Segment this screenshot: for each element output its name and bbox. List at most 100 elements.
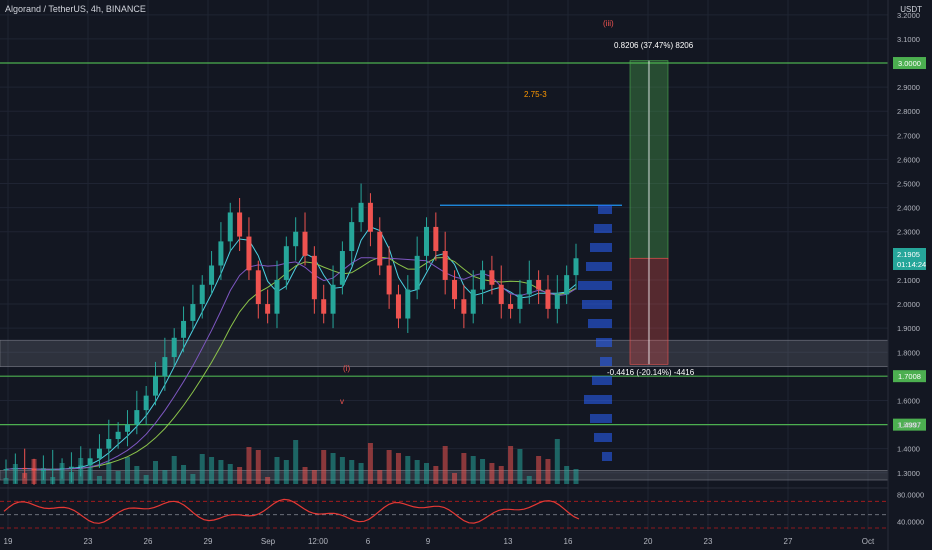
price-tick-label: 1.5000 <box>897 421 920 430</box>
price-tick-label: 3.1000 <box>897 35 920 44</box>
time-tick-label: 9 <box>426 537 431 546</box>
volume-bar <box>517 449 523 484</box>
volume-bar <box>545 459 551 484</box>
candle-body <box>405 289 411 319</box>
volume-bar <box>358 463 364 484</box>
candle-body <box>517 294 523 309</box>
price-tick-label: 1.8000 <box>897 348 920 357</box>
candle-body <box>395 294 401 319</box>
target-measure-label: 0.8206 (37.47%) 8206 <box>614 41 694 50</box>
volume-bar <box>237 467 243 484</box>
volume-bar <box>96 476 102 484</box>
candle-body <box>311 255 317 300</box>
price-tick-label: 2.8000 <box>897 107 920 116</box>
volume-bar <box>209 457 215 484</box>
volume-bar <box>536 456 542 484</box>
candle-body <box>134 410 140 425</box>
candle-body <box>423 226 429 256</box>
candle-body <box>96 448 102 459</box>
profile-bar <box>594 224 612 233</box>
volume-bar <box>153 461 159 484</box>
symbol-title[interactable]: Algorand / TetherUS, 4h, BINANCE <box>5 4 146 14</box>
price-tick-label: 2.4000 <box>897 204 920 213</box>
time-tick-label: 27 <box>784 537 793 546</box>
volume-bar <box>508 446 514 484</box>
profile-bar <box>588 319 612 328</box>
price-tick-label: 1.3000 <box>897 469 920 478</box>
volume-bar <box>181 465 187 484</box>
time-tick-label: 26 <box>144 537 153 546</box>
ma-fast <box>5 226 577 471</box>
volume-bar <box>489 463 495 484</box>
candle-body <box>321 299 327 314</box>
candle-body <box>115 431 121 440</box>
price-tick-label: 2.1000 <box>897 276 920 285</box>
candles[interactable] <box>3 183 579 485</box>
profile-bar <box>596 338 612 347</box>
candle-body <box>461 299 467 314</box>
candle-body <box>68 466 74 468</box>
candle-body <box>255 270 261 305</box>
volume-bar <box>115 471 121 484</box>
candle-body <box>124 424 130 432</box>
rsi-axis-label: 80.0000 <box>897 491 924 500</box>
candle-body <box>153 376 159 396</box>
time-tick-label: 29 <box>204 537 213 546</box>
profile-bar <box>592 376 612 385</box>
volume-bar <box>171 456 177 484</box>
volume-bar <box>433 466 439 484</box>
candle-body <box>12 467 18 470</box>
candle-body <box>564 275 570 295</box>
volume-bar <box>480 459 486 484</box>
long-position-tool[interactable] <box>629 60 669 365</box>
candle-body <box>452 279 458 300</box>
candle-body <box>265 304 271 314</box>
candle-body <box>190 304 196 321</box>
level-label: 1.7008 <box>898 372 921 381</box>
candle-body <box>330 284 336 314</box>
stop-measure-label: -0.4416 (-20.14%) -4416 <box>607 368 695 377</box>
candle-body <box>536 279 542 290</box>
volume-bar <box>255 450 261 484</box>
candle-body <box>22 467 28 469</box>
volume-bar <box>3 478 9 484</box>
price-tick-label: 2.0000 <box>897 300 920 309</box>
price-tick-label: 2.5000 <box>897 180 920 189</box>
volume-bar <box>302 467 308 484</box>
volume-bar <box>498 466 504 484</box>
candle-body <box>274 279 280 314</box>
candle-body <box>237 212 243 237</box>
axes: 3.2000 3.1000 2.9000 2.8000 2.7000 2.6000 2.50… <box>4 0 920 550</box>
volume-bar <box>283 460 289 484</box>
profile-bar <box>598 205 612 214</box>
price-tick-label: 1.9000 <box>897 324 920 333</box>
price-tick-label: 2.6000 <box>897 155 920 164</box>
volume-bar <box>227 464 233 484</box>
candle-body <box>573 258 579 276</box>
rsi-pane: 80.0000 40.0000 <box>0 487 924 529</box>
time-tick-label: Oct <box>862 537 875 546</box>
candle-body <box>78 465 84 467</box>
candle-body <box>218 241 224 266</box>
time-tick-label: 20 <box>644 537 653 546</box>
volume-bar <box>554 439 560 484</box>
profile-bar <box>594 433 612 442</box>
candle-body <box>199 284 205 305</box>
wave-i-label: (i) <box>343 364 350 373</box>
price-tick-label: 2.7000 <box>897 131 920 140</box>
price-tick-label: 2.9000 <box>897 83 920 92</box>
rsi-axis-label: 40.0000 <box>897 517 924 526</box>
candle-body <box>31 468 37 471</box>
volume-bar <box>293 440 299 484</box>
volume-bar <box>526 476 532 484</box>
horizontal-levels[interactable]: 3.0000 1.7008 1.4997 <box>0 57 926 431</box>
profile-bar <box>602 452 612 461</box>
volume-bar <box>199 454 205 484</box>
volume-bar <box>321 450 327 484</box>
candle-body <box>470 289 476 314</box>
level-label: 3.0000 <box>898 59 921 68</box>
candle-body <box>302 231 308 256</box>
volume-bar <box>405 456 411 484</box>
candle-body <box>508 304 514 309</box>
